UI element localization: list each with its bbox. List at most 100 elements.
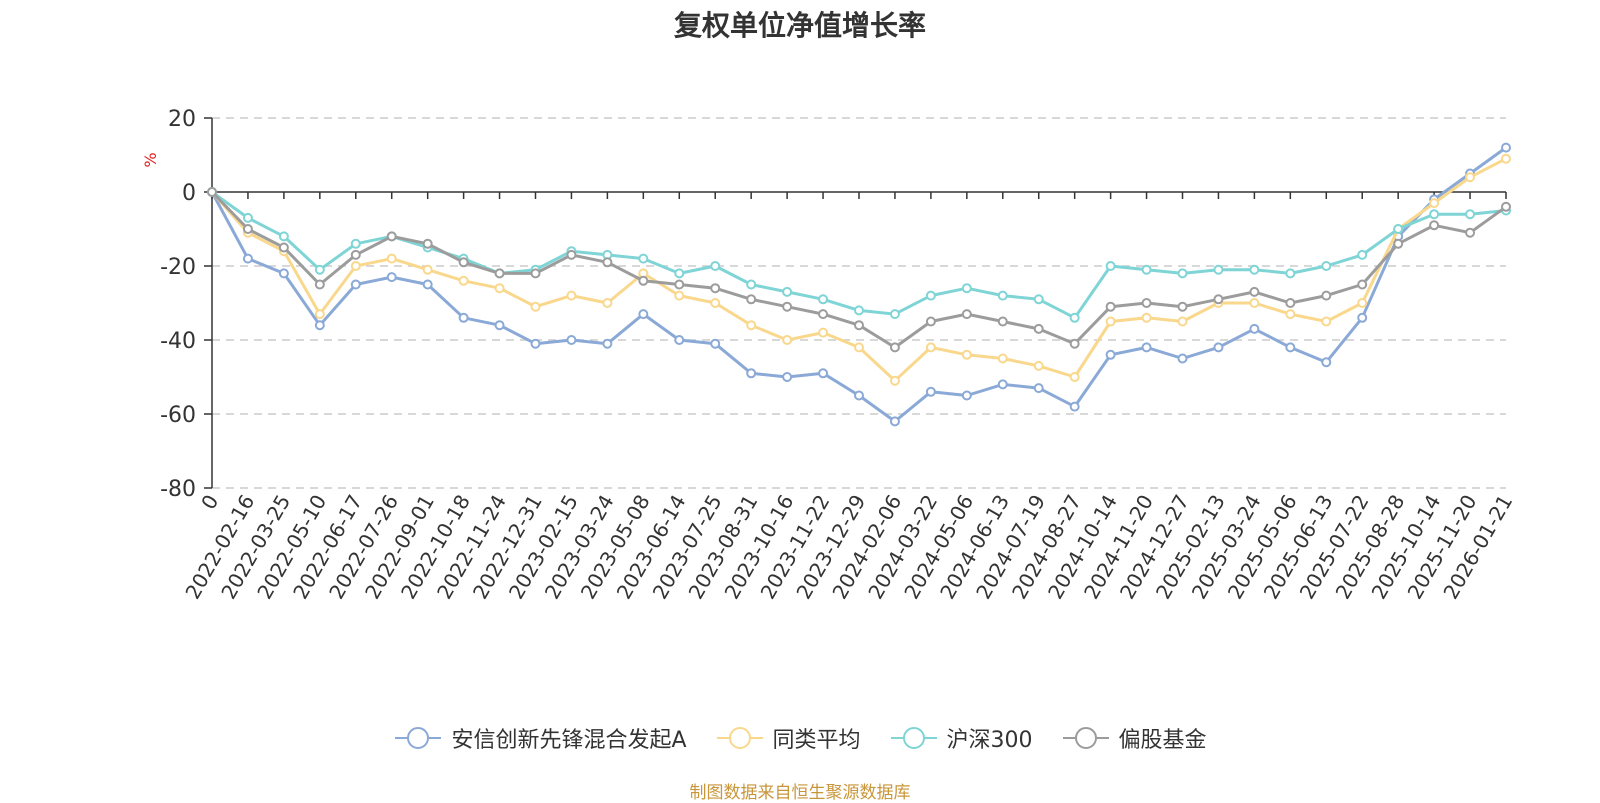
data-point [889,342,900,353]
data-point [925,316,936,327]
data-point [746,279,757,290]
x-tick-label: 0 [196,491,223,514]
data-point [1177,301,1188,312]
data-point [889,309,900,320]
data-point [925,386,936,397]
data-point [997,379,1008,390]
data-point [494,268,505,279]
legend-line-circle-icon [1062,727,1109,749]
legend-marker [1074,727,1097,749]
data-point [1249,264,1260,275]
data-point [1501,153,1511,164]
data-point [1465,209,1476,220]
data-point [422,264,433,275]
legend-item[interactable]: 偏股基金 [1061,722,1207,754]
data-point [494,283,505,294]
data-point [530,301,541,312]
data-point [1321,357,1332,368]
data-point [1321,261,1332,271]
data-point [1357,279,1368,290]
chart-title: 复权单位净值增长率 [673,9,926,42]
data-point [782,335,793,345]
data-point [925,342,936,353]
data-point [1141,298,1152,308]
data-point [1501,201,1511,212]
data-point [1069,312,1080,323]
data-point [1465,227,1476,238]
data-point [997,290,1008,301]
data-point [1285,342,1296,353]
data-point [997,353,1008,364]
legend-label: 安信创新先锋混合发起A [451,728,687,753]
y-axis-unit: % [141,152,160,167]
data-point [1177,353,1188,364]
data-point [1249,286,1260,297]
data-point [710,338,721,349]
data-point [566,335,577,345]
data-point [638,253,649,264]
data-point [961,309,972,320]
data-point [1501,142,1511,153]
data-point [386,253,397,264]
data-point [350,238,361,249]
data-point [854,320,864,331]
y-tick-label: -60 [160,403,196,428]
data-point [1429,220,1440,231]
y-tick-label: 0 [182,181,196,206]
data-point [422,238,433,249]
legend-line-circle-icon [395,727,442,749]
data-point [1105,349,1116,360]
data-point [1393,224,1404,234]
data-point [782,286,793,297]
data-point [1393,238,1404,249]
data-point [566,290,577,301]
data-point [1069,372,1080,382]
data-point [350,261,361,271]
data-point [674,268,685,279]
data-point [818,294,829,305]
data-point [1249,298,1260,308]
data-point [386,272,397,283]
data-point [602,338,613,349]
data-point [1033,360,1044,371]
legend-item[interactable]: 沪深300 [889,722,1033,754]
data-point [1357,298,1368,308]
data-point [1357,249,1368,260]
data-point [710,261,721,271]
y-tick-label: 20 [168,107,196,132]
legend-label: 同类平均 [772,728,861,753]
legend-marker [728,727,751,749]
data-point [350,279,361,290]
data-point [1105,261,1116,271]
legend-item[interactable]: 同类平均 [715,722,861,754]
data-point [242,212,253,223]
data-point [1321,316,1332,327]
data-point [1249,323,1260,334]
data-point [242,253,253,264]
data-point [1429,198,1440,209]
data-point [1213,342,1224,353]
data-point [638,275,649,286]
data-point [1285,268,1296,279]
data-point [1141,264,1152,275]
legend-marker [407,727,430,749]
data-point [1213,264,1224,275]
data-point [207,187,217,197]
legend-label: 偏股基金 [1118,728,1207,753]
data-source-note: 制图数据来自恒生聚源数据库 [689,783,911,803]
data-point [278,242,289,253]
data-point [782,372,793,382]
data-point [1357,312,1368,323]
data-point [854,390,864,401]
data-point [314,264,325,275]
data-point [1285,309,1296,320]
data-point [1141,342,1152,353]
data-point [1177,316,1188,327]
data-point [961,349,972,360]
legend-item[interactable]: 安信创新先锋混合发起A [393,722,687,754]
data-point [494,320,505,331]
data-point [818,368,829,379]
data-point [710,283,721,294]
data-point [602,257,613,268]
y-tick-label: -40 [160,329,196,354]
